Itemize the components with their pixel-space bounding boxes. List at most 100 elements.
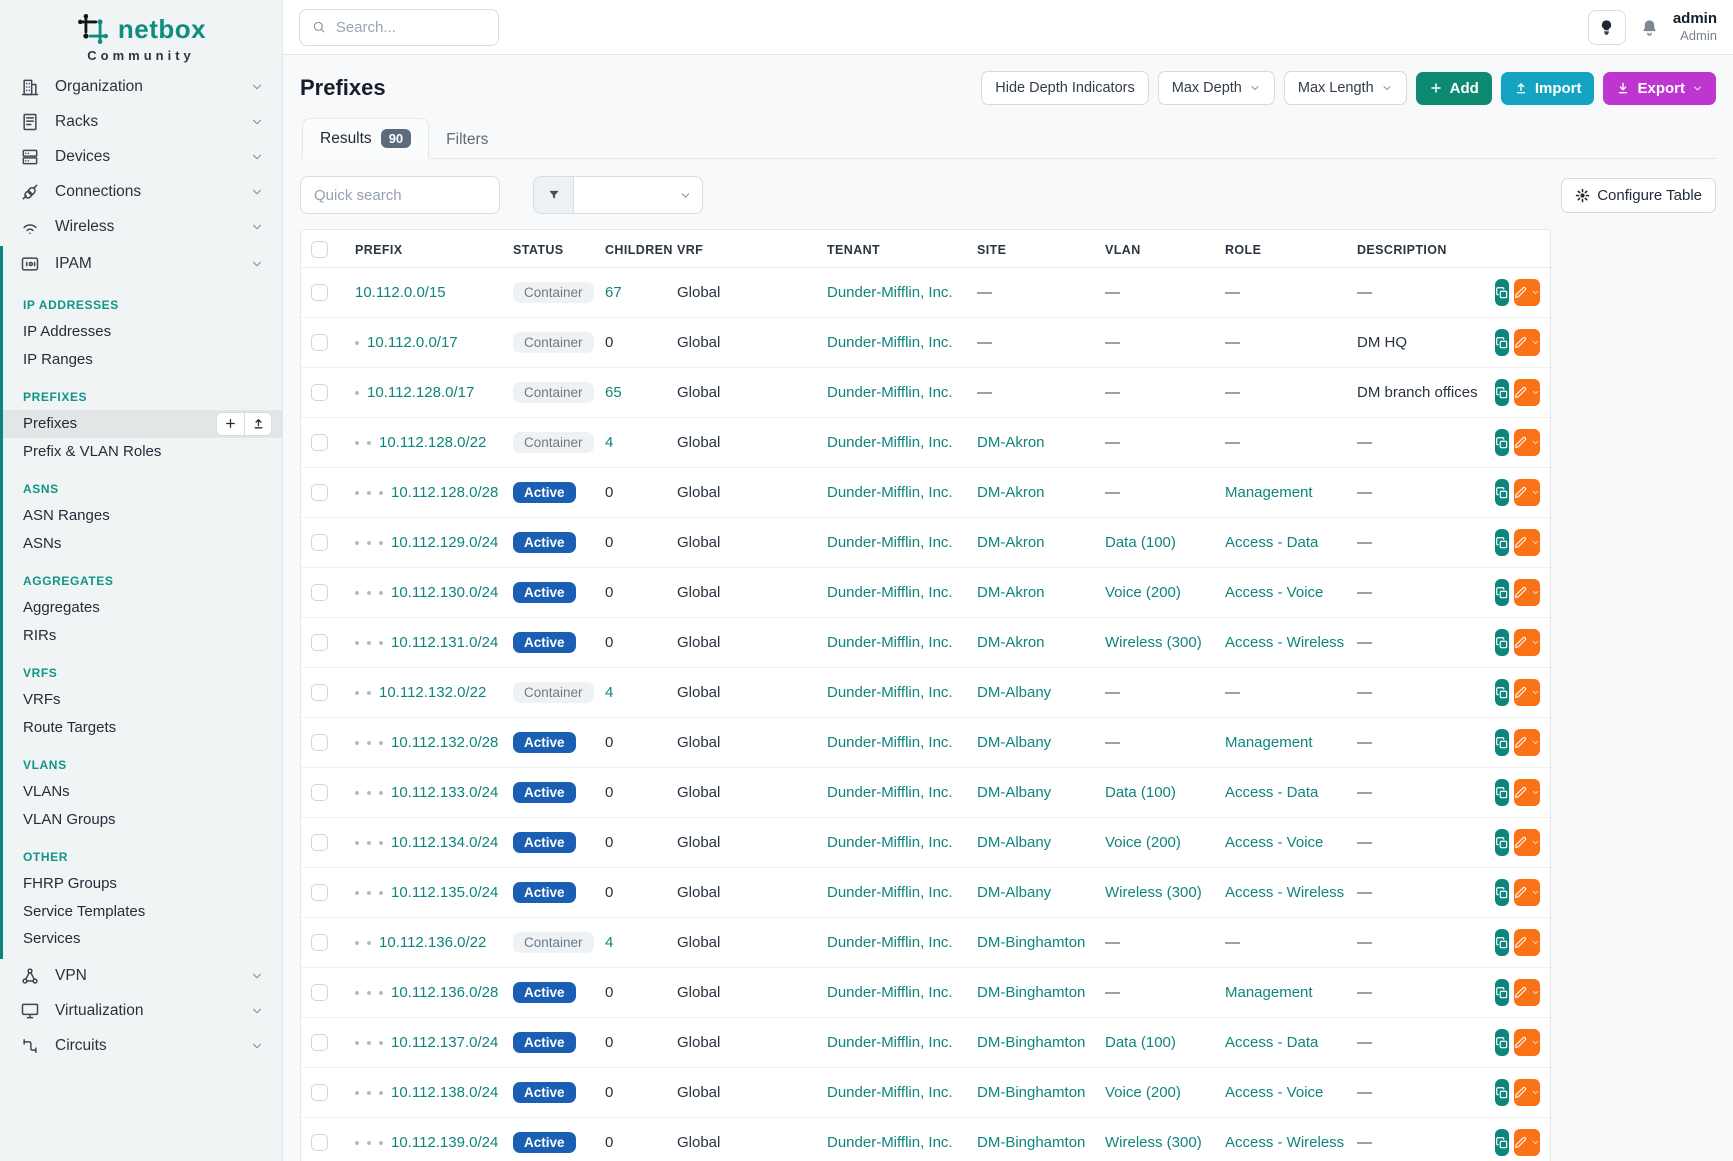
- select-all-checkbox[interactable]: [311, 241, 328, 258]
- row-checkbox[interactable]: [311, 634, 328, 652]
- vlan-link[interactable]: Voice (200): [1105, 1084, 1181, 1101]
- copy-button[interactable]: [1495, 979, 1509, 1006]
- edit-dropdown-button[interactable]: [1514, 829, 1540, 856]
- vlan-link[interactable]: Data (100): [1105, 1034, 1176, 1051]
- role-link[interactable]: Management: [1225, 484, 1313, 501]
- global-search-input[interactable]: [335, 18, 486, 36]
- vlan-link[interactable]: Wireless (300): [1105, 634, 1202, 651]
- prefix-link[interactable]: 10.112.128.0/17: [367, 384, 475, 401]
- role-link[interactable]: Management: [1225, 984, 1313, 1001]
- prefix-link[interactable]: 10.112.128.0/22: [379, 434, 487, 451]
- sidebar-item-organization[interactable]: Organization: [0, 69, 282, 104]
- tab-filters[interactable]: Filters: [446, 131, 489, 148]
- edit-dropdown-button[interactable]: [1514, 529, 1540, 556]
- column-header-site[interactable]: SITE: [967, 230, 1095, 268]
- sidebar-item-circuits[interactable]: Circuits: [0, 1029, 282, 1064]
- sidebar-item-services[interactable]: Services: [3, 925, 282, 953]
- edit-dropdown-button[interactable]: [1514, 1029, 1540, 1056]
- configure-table-button[interactable]: Configure Table: [1561, 177, 1716, 213]
- column-header-description[interactable]: DESCRIPTION: [1347, 230, 1485, 268]
- prefix-link[interactable]: 10.112.129.0/24: [391, 534, 499, 551]
- row-checkbox[interactable]: [311, 534, 328, 552]
- column-header-tenant[interactable]: TENANT: [817, 230, 967, 268]
- vlan-link[interactable]: Wireless (300): [1105, 1134, 1202, 1151]
- vlan-link[interactable]: Data (100): [1105, 534, 1176, 551]
- sidebar-item-racks[interactable]: Racks: [0, 104, 282, 139]
- column-header-prefix[interactable]: PREFIX: [345, 230, 503, 268]
- tenant-link[interactable]: Dunder-Mifflin, Inc.: [827, 384, 953, 401]
- tenant-link[interactable]: Dunder-Mifflin, Inc.: [827, 734, 953, 751]
- sidebar-item-service-templates[interactable]: Service Templates: [3, 898, 282, 926]
- row-checkbox[interactable]: [311, 784, 328, 802]
- prefix-link[interactable]: 10.112.132.0/22: [379, 684, 487, 701]
- notifications-bell-icon[interactable]: [1640, 18, 1659, 37]
- prefix-link[interactable]: 10.112.136.0/28: [391, 984, 499, 1001]
- column-header-vlan[interactable]: VLAN: [1095, 230, 1215, 268]
- role-link[interactable]: Access - Voice: [1225, 1084, 1324, 1101]
- vlan-link[interactable]: Voice (200): [1105, 834, 1181, 851]
- copy-button[interactable]: [1495, 479, 1509, 506]
- sidebar-item-devices[interactable]: Devices: [0, 139, 282, 174]
- column-header-children[interactable]: CHILDREN: [595, 230, 672, 268]
- max-length-dropdown[interactable]: Max Length: [1283, 71, 1407, 105]
- copy-button[interactable]: [1495, 429, 1509, 456]
- copy-button[interactable]: [1495, 379, 1509, 406]
- tenant-link[interactable]: Dunder-Mifflin, Inc.: [827, 284, 953, 301]
- prefix-link[interactable]: 10.112.0.0/17: [367, 334, 458, 351]
- row-checkbox[interactable]: [311, 1034, 328, 1052]
- role-link[interactable]: Access - Wireless: [1225, 634, 1345, 651]
- prefix-link[interactable]: 10.112.137.0/24: [391, 1034, 499, 1051]
- copy-button[interactable]: [1495, 929, 1509, 956]
- prefix-link[interactable]: 10.112.136.0/22: [379, 934, 487, 951]
- role-link[interactable]: Access - Voice: [1225, 834, 1324, 851]
- row-checkbox[interactable]: [311, 884, 328, 902]
- prefix-link[interactable]: 10.112.128.0/28: [391, 484, 499, 501]
- edit-dropdown-button[interactable]: [1514, 879, 1540, 906]
- tenant-link[interactable]: Dunder-Mifflin, Inc.: [827, 784, 953, 801]
- edit-dropdown-button[interactable]: [1514, 579, 1540, 606]
- copy-button[interactable]: [1495, 779, 1509, 806]
- site-link[interactable]: DM-Akron: [977, 634, 1045, 651]
- copy-button[interactable]: [1495, 679, 1509, 706]
- row-checkbox[interactable]: [311, 284, 328, 302]
- site-link[interactable]: DM-Akron: [977, 484, 1045, 501]
- row-checkbox[interactable]: [311, 734, 328, 752]
- role-link[interactable]: Access - Wireless: [1225, 1134, 1345, 1151]
- tenant-link[interactable]: Dunder-Mifflin, Inc.: [827, 934, 953, 951]
- tenant-link[interactable]: Dunder-Mifflin, Inc.: [827, 1084, 953, 1101]
- row-checkbox[interactable]: [311, 934, 328, 952]
- sidebar-item-virtualization[interactable]: Virtualization: [0, 994, 282, 1029]
- sidebar-item-vlan-groups[interactable]: VLAN Groups: [3, 806, 282, 834]
- edit-dropdown-button[interactable]: [1514, 1079, 1540, 1106]
- site-link[interactable]: DM-Binghamton: [977, 984, 1086, 1001]
- sidebar-item-rirs[interactable]: RIRs: [3, 622, 282, 650]
- copy-button[interactable]: [1495, 729, 1509, 756]
- tenant-link[interactable]: Dunder-Mifflin, Inc.: [827, 1034, 953, 1051]
- prefix-link[interactable]: 10.112.139.0/24: [391, 1134, 499, 1151]
- vlan-link[interactable]: Wireless (300): [1105, 884, 1202, 901]
- tenant-link[interactable]: Dunder-Mifflin, Inc.: [827, 984, 953, 1001]
- site-link[interactable]: DM-Binghamton: [977, 1084, 1086, 1101]
- sidebar-item-vrfs[interactable]: VRFs: [3, 686, 282, 714]
- edit-dropdown-button[interactable]: [1514, 279, 1540, 306]
- edit-dropdown-button[interactable]: [1514, 429, 1540, 456]
- edit-dropdown-button[interactable]: [1514, 729, 1540, 756]
- prefix-link[interactable]: 10.112.131.0/24: [391, 634, 499, 651]
- site-link[interactable]: DM-Albany: [977, 684, 1052, 701]
- sidebar-item-wireless[interactable]: Wireless: [0, 209, 282, 244]
- row-checkbox[interactable]: [311, 1134, 328, 1152]
- row-checkbox[interactable]: [311, 334, 328, 352]
- tenant-link[interactable]: Dunder-Mifflin, Inc.: [827, 684, 953, 701]
- user-menu[interactable]: admin Admin: [1673, 10, 1717, 45]
- tenant-link[interactable]: Dunder-Mifflin, Inc.: [827, 584, 953, 601]
- edit-dropdown-button[interactable]: [1514, 629, 1540, 656]
- saved-filter-select[interactable]: [533, 176, 703, 214]
- copy-button[interactable]: [1495, 879, 1509, 906]
- column-header-vrf[interactable]: VRF: [667, 230, 817, 268]
- prefix-link[interactable]: 10.112.134.0/24: [391, 834, 499, 851]
- tenant-link[interactable]: Dunder-Mifflin, Inc.: [827, 1134, 953, 1151]
- sidebar-item-prefix-vlan-roles[interactable]: Prefix & VLAN Roles: [3, 438, 282, 466]
- site-link[interactable]: DM-Akron: [977, 434, 1045, 451]
- children-count-link[interactable]: 4: [605, 684, 614, 701]
- copy-button[interactable]: [1495, 1129, 1509, 1156]
